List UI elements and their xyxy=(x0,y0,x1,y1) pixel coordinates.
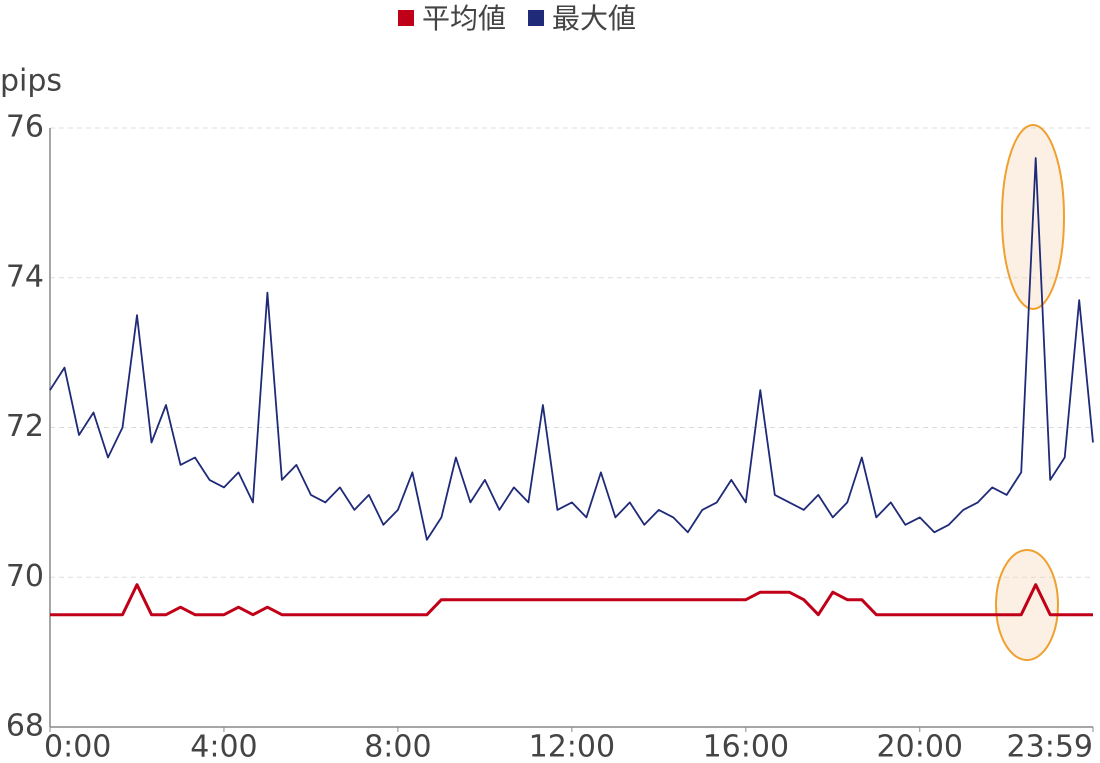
x-tick-label: 0:00 xyxy=(44,730,111,763)
series-line xyxy=(50,583,1093,617)
y-tick-label: 70 xyxy=(6,559,44,594)
legend-label: 平均値 xyxy=(422,2,506,35)
y-tick-label: 76 xyxy=(6,110,44,145)
grid xyxy=(50,127,1093,728)
x-tick-label: 23:59 xyxy=(1007,730,1093,763)
series-line xyxy=(49,157,1094,541)
x-tick-label: 16:00 xyxy=(703,730,789,763)
y-tick-label: 74 xyxy=(6,259,44,294)
x-tick-label: 12:00 xyxy=(529,730,615,763)
y-axis-label: pips xyxy=(0,64,62,99)
y-tick-label: 72 xyxy=(6,409,44,444)
legend: 平均値 最大値 xyxy=(398,2,636,35)
x-tick-label: 8:00 xyxy=(364,730,431,763)
legend-swatch xyxy=(398,10,414,26)
legend-label: 最大値 xyxy=(552,2,636,35)
legend-swatch xyxy=(528,10,545,26)
y-tick-label: 68 xyxy=(6,709,44,744)
x-tick-label: 4:00 xyxy=(190,730,257,763)
x-tick-label: 20:00 xyxy=(877,730,963,763)
